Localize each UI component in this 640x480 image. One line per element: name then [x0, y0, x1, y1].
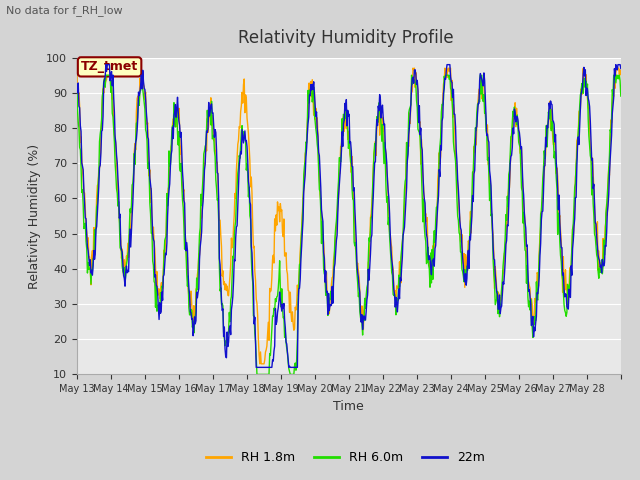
22m	[138, 72, 145, 78]
RH 6.0m	[138, 83, 145, 88]
Legend: RH 1.8m, RH 6.0m, 22m: RH 1.8m, RH 6.0m, 22m	[202, 446, 490, 469]
RH 6.0m	[265, 372, 273, 377]
22m	[437, 143, 445, 148]
Text: Relativity Humidity Profile: Relativity Humidity Profile	[238, 29, 453, 47]
Line: RH 1.8m: RH 1.8m	[77, 68, 621, 364]
RH 1.8m	[406, 120, 414, 126]
RH 1.8m	[285, 310, 293, 315]
RH 6.0m	[237, 129, 245, 134]
RH 6.0m	[73, 81, 81, 87]
22m	[406, 113, 414, 119]
RH 1.8m	[617, 72, 625, 77]
RH 1.8m	[265, 337, 273, 343]
22m	[252, 364, 260, 370]
RH 1.8m	[237, 103, 245, 108]
X-axis label: Time: Time	[333, 400, 364, 413]
RH 6.0m	[617, 93, 625, 99]
RH 6.0m	[102, 72, 109, 78]
22m	[73, 90, 81, 96]
RH 1.8m	[437, 153, 445, 159]
Line: RH 6.0m: RH 6.0m	[77, 75, 621, 374]
RH 1.8m	[104, 65, 111, 71]
Y-axis label: Relativity Humidity (%): Relativity Humidity (%)	[28, 144, 40, 288]
RH 6.0m	[437, 135, 445, 141]
RH 6.0m	[253, 372, 260, 377]
22m	[237, 151, 245, 157]
RH 1.8m	[73, 71, 81, 76]
RH 1.8m	[138, 69, 145, 75]
RH 6.0m	[406, 104, 414, 110]
22m	[285, 363, 293, 369]
22m	[617, 66, 625, 72]
RH 1.8m	[256, 361, 264, 367]
RH 6.0m	[285, 369, 293, 374]
Line: 22m: 22m	[77, 65, 621, 367]
22m	[265, 364, 273, 370]
Text: No data for f_RH_low: No data for f_RH_low	[6, 5, 123, 16]
22m	[102, 62, 109, 68]
Text: TZ_tmet: TZ_tmet	[81, 60, 138, 73]
